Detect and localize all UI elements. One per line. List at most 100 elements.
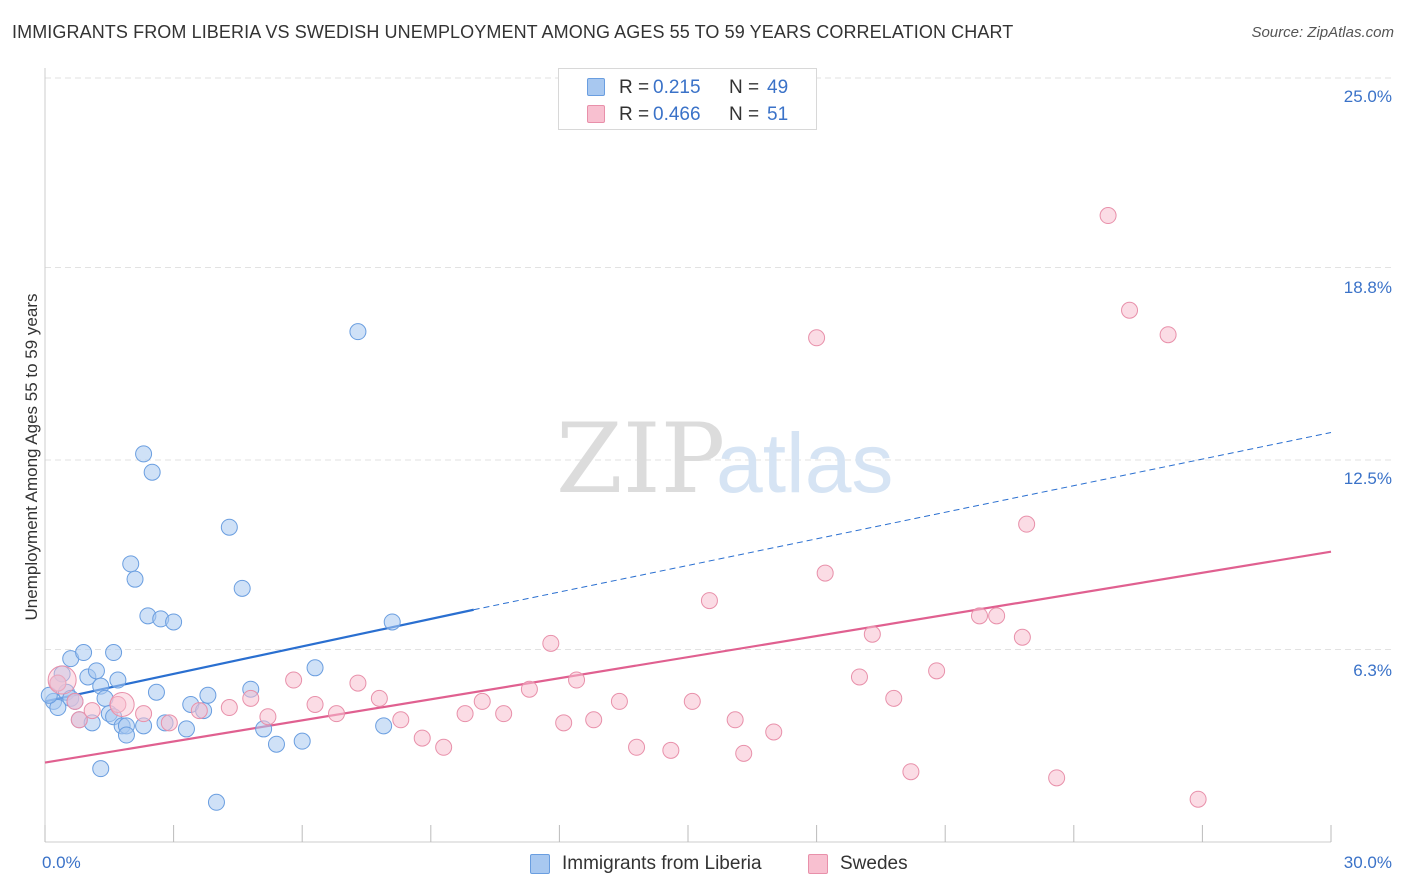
point-swedes: [765, 723, 783, 741]
point-swedes: [285, 671, 303, 689]
point-swedes: [456, 705, 474, 723]
n-value: 51: [767, 104, 789, 125]
r-value: 0.215: [653, 77, 701, 98]
y-tick-label: 25.0%: [1343, 87, 1392, 106]
point-liberia: [220, 518, 238, 536]
point-liberia: [105, 644, 123, 662]
point-swedes-cluster: [109, 691, 135, 717]
point-swedes: [49, 674, 67, 692]
chart-title: IMMIGRANTS FROM LIBERIA VS SWEDISH UNEMP…: [12, 22, 1014, 42]
legend-swatch-liberia: [587, 78, 605, 96]
n-label: N =: [729, 104, 760, 125]
point-liberia: [143, 463, 161, 481]
point-swedes: [413, 729, 431, 747]
point-swedes: [683, 692, 701, 710]
point-liberia: [147, 683, 165, 701]
point-liberia: [267, 735, 285, 753]
point-swedes: [220, 699, 238, 717]
x-tick-label: 30.0%: [1343, 853, 1392, 872]
point-liberia: [349, 323, 367, 341]
point-swedes: [135, 705, 153, 723]
data-points: [40, 207, 1207, 811]
point-swedes: [66, 692, 84, 710]
point-swedes: [850, 668, 868, 686]
point-swedes: [628, 738, 646, 756]
point-swedes: [1013, 628, 1031, 646]
point-swedes: [306, 695, 324, 713]
point-swedes: [190, 702, 208, 720]
y-tick-label: 6.3%: [1353, 661, 1392, 680]
point-liberia: [165, 613, 183, 631]
point-liberia: [126, 570, 144, 588]
point-swedes: [542, 634, 560, 652]
point-liberia: [49, 699, 67, 717]
watermark-atlas: atlas: [716, 416, 893, 510]
point-liberia: [383, 613, 401, 631]
point-swedes: [808, 329, 826, 347]
point-liberia: [306, 659, 324, 677]
point-swedes: [1048, 769, 1066, 787]
point-swedes: [555, 714, 573, 732]
point-liberia: [87, 662, 105, 680]
x-tick-label: 0.0%: [42, 853, 81, 872]
point-liberia: [293, 732, 311, 750]
legend-label: Immigrants from Liberia: [562, 853, 762, 874]
point-swedes: [610, 692, 628, 710]
trend-line-extension-liberia: [473, 432, 1332, 611]
legend-swatch-liberia: [530, 854, 550, 874]
point-swedes: [392, 711, 410, 729]
watermark-zip: ZIP: [556, 403, 725, 515]
axes: [44, 68, 1332, 843]
point-swedes: [435, 738, 453, 756]
point-liberia: [233, 579, 251, 597]
point-swedes: [662, 741, 680, 759]
point-swedes: [726, 711, 744, 729]
n-label: N =: [729, 77, 760, 98]
point-liberia: [207, 793, 225, 811]
point-swedes: [83, 702, 101, 720]
point-liberia: [92, 760, 110, 778]
point-swedes: [1159, 326, 1177, 344]
watermark: ZIP atlas: [556, 403, 893, 515]
legend-label: Swedes: [840, 853, 908, 874]
y-axis-label: Unemployment Among Ages 55 to 59 years: [22, 293, 41, 621]
y-tick-label: 12.5%: [1343, 469, 1392, 488]
point-liberia: [135, 445, 153, 463]
point-swedes: [928, 662, 946, 680]
point-swedes: [160, 714, 178, 732]
correlation-legend: R = 0.215 N = 49 R = 0.466 N = 51: [558, 68, 817, 130]
legend-swatch-swedes: [808, 854, 828, 874]
point-swedes: [1099, 207, 1117, 225]
point-swedes: [520, 680, 538, 698]
point-swedes: [988, 607, 1006, 625]
point-swedes: [700, 592, 718, 610]
point-swedes: [1018, 515, 1036, 533]
point-swedes: [970, 607, 988, 625]
point-swedes: [902, 763, 920, 781]
point-liberia: [117, 726, 135, 744]
point-liberia: [177, 720, 195, 738]
point-swedes: [816, 564, 834, 582]
source-label: Source: ZipAtlas.com: [1251, 24, 1394, 41]
point-swedes-cluster: [47, 665, 77, 695]
y-tick-label: 18.8%: [1343, 278, 1392, 297]
point-swedes: [1121, 301, 1139, 319]
point-liberia: [75, 644, 93, 662]
point-swedes: [259, 708, 277, 726]
point-swedes: [370, 689, 388, 707]
point-swedes: [1189, 790, 1207, 808]
point-swedes: [242, 689, 260, 707]
point-liberia: [122, 555, 140, 573]
r-value: 0.466: [653, 104, 701, 125]
legend-swatch-swedes: [587, 105, 605, 123]
point-swedes: [568, 671, 586, 689]
point-swedes: [473, 692, 491, 710]
r-label: R =: [619, 77, 650, 98]
point-swedes: [735, 744, 753, 762]
point-swedes: [585, 711, 603, 729]
point-liberia: [199, 686, 217, 704]
point-swedes: [349, 674, 367, 692]
point-swedes: [863, 625, 881, 643]
grid-lines: [45, 77, 1393, 650]
